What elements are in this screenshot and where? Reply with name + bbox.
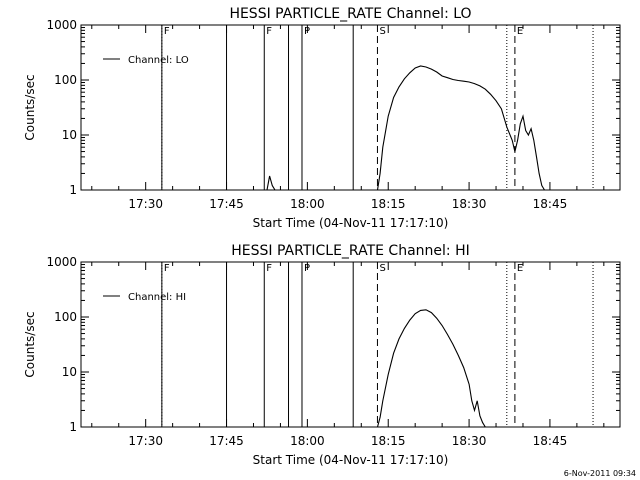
hi-channel-panel: HESSI PARTICLE_RATE Channel: HI Counts/se…	[23, 243, 621, 467]
event-marker-label: F	[266, 26, 272, 37]
x-tick-label: 18:00	[290, 434, 325, 448]
x-tick-label: 17:30	[128, 197, 163, 211]
event-marker-label: S	[379, 263, 385, 274]
y-tick-label: 1	[69, 420, 77, 434]
series-line	[376, 309, 486, 428]
plot-frame	[80, 24, 621, 191]
event-marker-label: P	[304, 263, 310, 274]
series-line	[376, 65, 548, 191]
x-tick-label: 18:15	[371, 434, 406, 448]
x-axis-label: Start Time (04-Nov-11 17:17:10)	[253, 453, 449, 467]
event-marker-label: F	[266, 263, 272, 274]
event-marker-label: S	[379, 26, 385, 37]
y-tick-label: 10	[62, 128, 77, 142]
x-tick-label: 17:45	[209, 434, 244, 448]
y-tick-label: 100	[54, 310, 77, 324]
x-tick-label: 18:45	[533, 197, 568, 211]
lo-channel-panel: HESSI PARTICLE_RATE Channel: LO Counts/se…	[23, 6, 621, 230]
event-marker-label: E	[517, 263, 523, 274]
x-tick-label: 18:00	[290, 197, 325, 211]
x-tick-label: 17:45	[209, 197, 244, 211]
x-tick-label: 17:30	[128, 434, 163, 448]
legend-label: Channel: HI	[128, 292, 186, 303]
series-line	[266, 175, 276, 191]
x-tick-label: 18:30	[452, 197, 487, 211]
chart-title: HESSI PARTICLE_RATE Channel: HI	[231, 243, 469, 259]
x-axis-label: Start Time (04-Nov-11 17:17:10)	[253, 216, 449, 230]
y-tick-label: 100	[54, 73, 77, 87]
y-tick-label: 1	[69, 183, 77, 197]
chart-title: HESSI PARTICLE_RATE Channel: LO	[229, 6, 471, 22]
event-marker-label: P	[304, 26, 310, 37]
y-tick-label: 10	[62, 365, 77, 379]
event-marker-label: F	[164, 26, 170, 37]
footer-timestamp: 6-Nov-2011 09:34	[564, 469, 636, 478]
plot-frame	[80, 261, 621, 428]
y-tick-label: 1000	[46, 18, 77, 32]
y-axis-label: Counts/sec	[23, 311, 37, 377]
x-tick-label: 18:45	[533, 434, 568, 448]
x-tick-label: 18:15	[371, 197, 406, 211]
legend-label: Channel: LO	[128, 55, 189, 66]
x-tick-label: 18:30	[452, 434, 487, 448]
event-marker-label: E	[517, 26, 523, 37]
y-axis-label: Counts/sec	[23, 74, 37, 140]
y-tick-label: 1000	[46, 255, 77, 269]
event-marker-label: F	[164, 263, 170, 274]
